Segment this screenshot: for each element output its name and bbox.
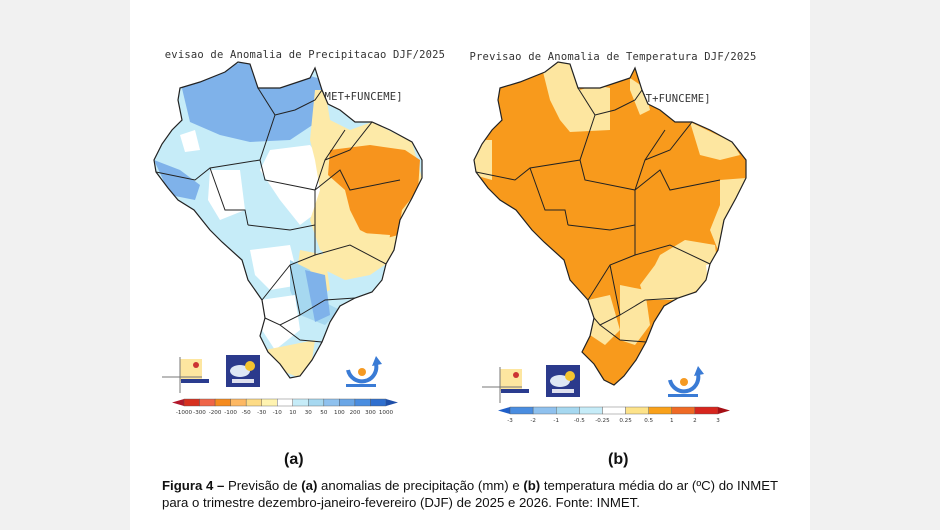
funceme-logo-a — [162, 357, 209, 393]
temp-colorbar-tick-label: 3 — [716, 418, 720, 424]
temp-colorbar-segment — [694, 406, 719, 415]
temp-ceara-light — [690, 122, 740, 160]
precip-colorbar-segment — [245, 398, 262, 407]
temp-colorbar-tick-label: 2 — [693, 418, 697, 424]
precip-northeast-orange — [328, 145, 420, 240]
temp-colorbar-segment — [532, 406, 557, 415]
precip-colorbar-tick-label: -100 — [224, 410, 237, 416]
cptec-swirl-icon — [668, 373, 701, 394]
funceme-square — [180, 359, 202, 381]
panel-b-label: (b) — [608, 451, 629, 468]
panel-a-title-line1: evisao de Anomalia de Precipitacao DJF/2… — [164, 49, 446, 61]
precip-white-patch — [180, 130, 200, 152]
precip-colorbar-segment — [370, 398, 387, 407]
temp-colorbar-tick-label: 0.25 — [619, 418, 632, 424]
temp-colorbar-segment — [625, 406, 649, 415]
temp-colorbar-tick-label: -2 — [530, 418, 536, 424]
temp-colorbar-segment — [509, 406, 534, 415]
state-borders-b — [473, 61, 747, 386]
precip-colorbar-tick-label: 30 — [305, 410, 313, 416]
caption-a-ref: (a) — [301, 478, 318, 493]
caption-text-3: temperatura média do ar (ºC) do INMET pa… — [162, 478, 778, 510]
temp-colorbar-segment — [648, 406, 672, 415]
precip-colorbar-tick-label: 300 — [365, 410, 376, 416]
panel-b-title-line1: Previsao de Anomalia de Temperatura DJF/… — [469, 51, 757, 63]
precipitation-colorbar: -1000 -300 -200 -100 -50 -30 -10 10 30 50 100 200 30… — [172, 398, 398, 416]
caption-text-1: Previsão de — [224, 478, 302, 493]
precip-colorbar-tick-label: 200 — [350, 410, 361, 416]
cptec-logo-b — [668, 366, 704, 397]
temp-acre-light — [474, 140, 492, 180]
sun-icon — [565, 371, 575, 381]
precip-ms-white — [260, 295, 300, 350]
temp-colorbar-tick-label: -0.5 — [574, 418, 585, 424]
temperature-map — [473, 61, 747, 386]
temp-colorbar-tick-label: 1 — [670, 418, 674, 424]
temp-colorbar-segment — [602, 406, 626, 415]
precipitation-map — [153, 61, 423, 379]
cptec-swirl-icon — [346, 363, 379, 384]
temp-amapa-light — [630, 78, 650, 115]
precip-colorbar-tick-label: -300 — [193, 410, 206, 416]
precip-rondonia-white — [208, 170, 245, 220]
temp-colorbar-segment — [671, 406, 696, 415]
temp-pr-light — [588, 295, 620, 345]
temp-roraima-light — [540, 62, 610, 132]
precip-sp-blue — [305, 270, 330, 322]
precip-colorbar-segment — [292, 398, 309, 407]
precip-colorbar-segment — [214, 398, 231, 407]
precip-colorbar-segment — [323, 398, 340, 407]
precip-colorbar-segment — [261, 398, 278, 407]
temperature-colorbar: -3 -2 -1 -0.5 -0.25 0.25 0.5 1 2 3 — [498, 406, 730, 424]
precip-colorbar-tip-high — [386, 399, 398, 406]
precip-colorbar-tick-label: 1000 — [379, 410, 394, 416]
temp-colorbar-tip-low — [498, 407, 510, 414]
precip-colorbar-segment — [199, 398, 216, 407]
precip-colorbar-tick-label: 50 — [320, 410, 328, 416]
precip-colorbar-tip-low — [172, 399, 184, 406]
precip-colorbar-tick-label: -10 — [273, 410, 283, 416]
precip-southeast-yellow — [320, 230, 390, 280]
precip-colorbar-tick-label: -200 — [209, 410, 222, 416]
temp-colorbar-tick-label: -0.25 — [595, 418, 610, 424]
precip-colorbar-tick-label: 100 — [334, 410, 345, 416]
figure-caption: Figura 4 – Previsão de (a) anomalias de … — [162, 477, 802, 511]
cloud-icon — [230, 365, 250, 377]
temp-colorbar-tick-label: -1 — [553, 418, 559, 424]
precip-west-blue — [154, 160, 200, 200]
funceme-sun-icon — [193, 362, 199, 368]
inmet-logo-b — [546, 365, 580, 397]
precip-colorbar-segment — [308, 398, 325, 407]
caption-text-2: anomalias de precipitação (mm) e — [317, 478, 524, 493]
temp-colorbar-tick-label: 0.5 — [644, 418, 653, 424]
inmet-logo-a — [226, 355, 260, 387]
funceme-logo-b — [482, 367, 529, 403]
caption-figure-number: Figura 4 – — [162, 478, 225, 493]
precip-colorbar-segment — [230, 398, 247, 407]
temp-colorbar-segment — [556, 406, 580, 415]
precip-colorbar-tick-label: -50 — [242, 410, 252, 416]
precip-mt-white — [250, 245, 300, 290]
precip-rs-yellow — [265, 340, 315, 378]
precip-colorbar-segment — [183, 398, 200, 407]
temp-colorbar-tick-label: -3 — [507, 418, 513, 424]
temp-mg-light — [640, 240, 718, 300]
precip-colorbar-tick-label: -1000 — [176, 410, 193, 416]
panel-a-label: (a) — [284, 451, 304, 468]
temp-colorbar-tip-high — [718, 407, 730, 414]
state-borders-a — [153, 61, 423, 379]
funceme-text-bar — [181, 379, 209, 383]
precip-colorbar-segment — [339, 398, 356, 407]
sun-icon — [245, 361, 255, 371]
precip-colorbar-segment — [354, 398, 371, 407]
precip-colorbar-segment — [277, 398, 293, 407]
temp-sp-light — [620, 285, 650, 345]
cptec-logo-a — [346, 356, 382, 387]
funceme-sun-icon — [513, 372, 519, 378]
cloud-icon — [550, 375, 570, 387]
precip-colorbar-tick-label: 10 — [289, 410, 297, 416]
caption-b-ref: (b) — [523, 478, 541, 493]
temp-colorbar-segment — [579, 406, 603, 415]
precip-colorbar-tick-label: -30 — [257, 410, 267, 416]
